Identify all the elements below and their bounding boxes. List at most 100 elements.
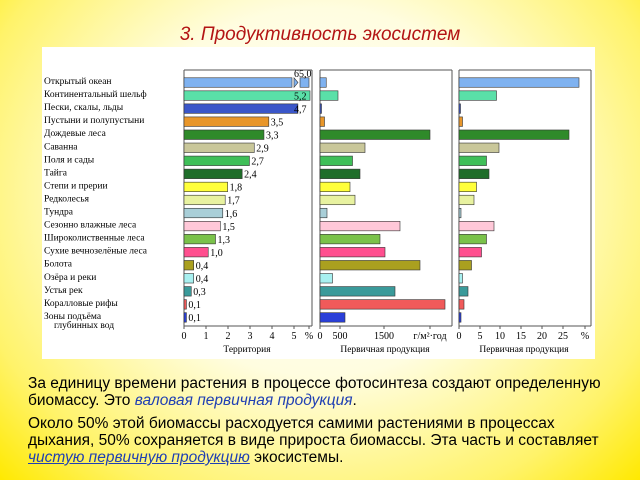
- bar-тайга: [183, 168, 243, 179]
- tick-label: %: [305, 331, 313, 342]
- caption-p2-text: Около 50% этой биомассы расходуется сами…: [28, 415, 599, 449]
- data-label: 0,4: [196, 274, 209, 285]
- bar-озёра-и-реки: [319, 273, 333, 284]
- bar-тайга: [319, 168, 361, 179]
- bar-континентальный-шельф: [319, 90, 339, 101]
- bar-озёра-и-реки: [458, 273, 463, 284]
- bar-коралловые-рифы: [458, 299, 465, 310]
- bar-пески-скалы-льды: [458, 103, 461, 114]
- category-label: Поля и сады: [44, 155, 95, 165]
- slide-title: 3. Продуктивность экосистем: [179, 24, 461, 45]
- bar-саванна: [458, 142, 500, 153]
- bar-tail-открытый-океан: [299, 77, 310, 88]
- bar-коралловые-рифы: [319, 299, 446, 310]
- bar-редколесья: [458, 194, 475, 206]
- category-label: Редколесья: [44, 194, 90, 204]
- bar-зоны-подъёма-глубинных-вод: [183, 312, 187, 323]
- tick-label: 4: [270, 331, 275, 342]
- category-label: Сухие вечнозелёные леса: [44, 247, 148, 257]
- bar-широколиственные-леса: [183, 234, 216, 245]
- tick-label: 2: [226, 331, 231, 342]
- data-label: 3,3: [266, 130, 279, 141]
- bar-пустыни-и-полупустыни: [319, 116, 325, 127]
- bar-открытый-океан: [319, 77, 327, 88]
- gross-primary-production-term: валовая первичная продукция: [134, 392, 353, 409]
- bar-саванна: [183, 142, 255, 153]
- bar-сезонно-влажные-леса: [458, 221, 495, 232]
- bar-редколесья: [319, 194, 356, 206]
- category-label: Озёра и реки: [44, 273, 96, 283]
- data-label: 5,2: [294, 91, 307, 102]
- data-label: 2,4: [244, 170, 257, 181]
- tick-label: 3: [248, 331, 253, 342]
- tick-label: 0: [182, 331, 187, 342]
- category-label: Саванна: [44, 142, 78, 152]
- bar-сезонно-влажные-леса: [319, 221, 401, 232]
- caption-paragraph-2: Около 50% этой биомассы расходуется сами…: [28, 415, 618, 466]
- net-primary-production-term: чистую первичную продукцию: [28, 449, 250, 466]
- data-label: 0,4: [196, 261, 209, 272]
- data-label: 4,7: [294, 104, 307, 115]
- bar-дождевые-леса: [183, 129, 265, 140]
- category-label: Континентальный шельф: [44, 89, 147, 100]
- category-label: глубинных вод: [54, 320, 114, 331]
- axis-label: Первичная продукция: [340, 345, 430, 355]
- data-label: 3,5: [271, 117, 284, 128]
- bar-сухие-вечнозелёные-леса: [458, 247, 482, 258]
- tick-label: 0: [318, 331, 323, 342]
- category-label: Пески, скалы, льды: [44, 103, 124, 113]
- tick-label: 1500: [374, 331, 394, 342]
- bar-широколиственные-леса: [319, 234, 381, 245]
- bar-поля-и-сады: [458, 155, 487, 166]
- tick-label: г/м²·год: [413, 331, 446, 342]
- data-label: 0,3: [193, 287, 206, 298]
- bar-break-открытый-океан: [293, 76, 299, 89]
- bar-тундра: [183, 207, 224, 219]
- bar-дождевые-леса: [458, 129, 570, 140]
- ecosystem-productivity-chart: Открытый океан Континентальный шельф Пески…: [44, 69, 592, 355]
- bar-болота: [458, 260, 472, 271]
- chart-panel: Открытый океан Континентальный шельф Пески…: [42, 47, 595, 359]
- bar-пески-скалы-льды: [183, 103, 299, 114]
- bar-редколесья: [183, 194, 226, 206]
- bar-континентальный-шельф: [458, 90, 497, 101]
- bar-сухие-вечнозелёные-леса: [183, 247, 209, 258]
- tick-label: 20: [537, 331, 547, 342]
- tick-label: 1: [204, 331, 209, 342]
- axis-label: Территория: [223, 345, 271, 355]
- data-label: 1,6: [225, 209, 238, 220]
- bar-устья-рек: [183, 286, 192, 297]
- bar-озёра-и-реки: [183, 273, 194, 284]
- tick-label: 15: [516, 331, 526, 342]
- data-label: 0,1: [188, 313, 201, 324]
- tick-label: 10: [495, 331, 505, 342]
- tick-label: 0: [457, 331, 462, 342]
- category-label: Широколиственные леса: [44, 234, 145, 244]
- data-label: 0,1: [188, 300, 201, 311]
- axis-label: Первичная продукция: [479, 345, 569, 355]
- bar-болота: [319, 260, 421, 271]
- bar-коралловые-рифы: [183, 299, 187, 310]
- bar-степи-и-прерии: [458, 181, 477, 192]
- category-label: Тайга: [44, 167, 68, 178]
- bar-зоны-подъёма-глубинных-вод: [319, 312, 346, 323]
- data-label: 1,0: [210, 248, 223, 259]
- category-label: Тундра: [44, 208, 74, 218]
- category-label: Болота: [44, 260, 73, 270]
- caption-p1-text: За единицу времени растения в процессе ф…: [28, 375, 601, 409]
- bar-сезонно-влажные-леса: [183, 221, 221, 232]
- data-label: 65,0: [294, 69, 312, 80]
- data-label: 2,9: [256, 144, 269, 155]
- caption-text: За единицу времени растения в процессе ф…: [28, 375, 618, 472]
- bar-устья-рек: [458, 286, 469, 297]
- bar-тайга: [458, 168, 490, 179]
- bar-поля-и-сады: [319, 155, 353, 166]
- bar-широколиственные-леса: [458, 234, 487, 245]
- bar-пески-скалы-льды: [319, 103, 322, 114]
- data-label: 1,3: [218, 235, 231, 246]
- category-label: Зоны подъёма: [44, 312, 102, 322]
- caption-p2-end: экосистемы.: [249, 449, 344, 466]
- bar-степи-и-прерии: [183, 181, 228, 192]
- bar-тундра: [458, 207, 462, 219]
- bar-зоны-подъёма-глубинных-вод: [458, 312, 462, 323]
